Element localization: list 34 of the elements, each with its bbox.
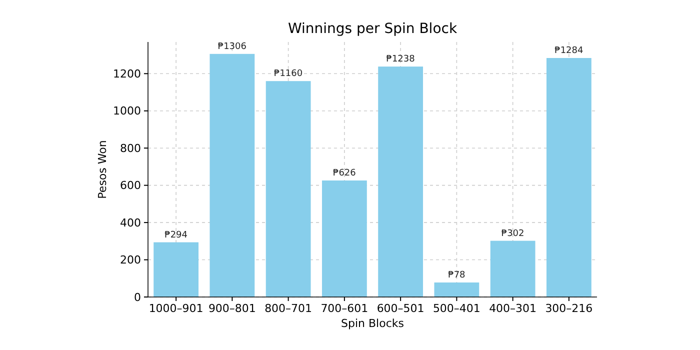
bar bbox=[546, 58, 592, 297]
data-label: ₱626 bbox=[332, 168, 356, 178]
x-tick-label: 900–801 bbox=[208, 302, 256, 315]
y-axis-title: Pesos Won bbox=[96, 140, 109, 199]
y-tick-label: 0 bbox=[134, 290, 141, 304]
y-tick-label: 1000 bbox=[113, 104, 141, 118]
x-tick-label: 400–301 bbox=[489, 302, 537, 315]
bar bbox=[154, 242, 199, 297]
x-tick-label: 500–401 bbox=[432, 302, 480, 315]
x-tick-label: 700–601 bbox=[320, 302, 368, 315]
data-label: ₱78 bbox=[448, 270, 466, 280]
data-label: ₱1160 bbox=[274, 69, 303, 80]
bar bbox=[266, 81, 311, 297]
bar bbox=[434, 282, 480, 297]
y-tick-label: 800 bbox=[120, 142, 141, 155]
chart-title: Winnings per Spin Block bbox=[288, 21, 458, 37]
y-tick-label: 600 bbox=[120, 179, 141, 192]
data-label: ₱1238 bbox=[386, 54, 416, 65]
bar bbox=[210, 54, 255, 297]
data-label: ₱302 bbox=[501, 228, 524, 239]
data-label: ₱1306 bbox=[218, 42, 247, 52]
x-tick-label: 300–216 bbox=[545, 302, 593, 315]
data-label: ₱1284 bbox=[554, 46, 584, 56]
data-label: ₱294 bbox=[164, 230, 188, 240]
y-tick-label: 400 bbox=[120, 216, 141, 230]
bar bbox=[378, 66, 424, 297]
y-tick-label: 1200 bbox=[113, 67, 141, 80]
x-tick-label: 600–501 bbox=[376, 302, 424, 315]
bar bbox=[490, 240, 536, 297]
bar bbox=[322, 180, 367, 297]
x-axis-title: Spin Blocks bbox=[341, 317, 404, 330]
x-tick-label: 1000–901 bbox=[148, 302, 204, 315]
x-tick-label: 800–701 bbox=[264, 302, 312, 315]
y-tick-label: 200 bbox=[120, 254, 141, 267]
